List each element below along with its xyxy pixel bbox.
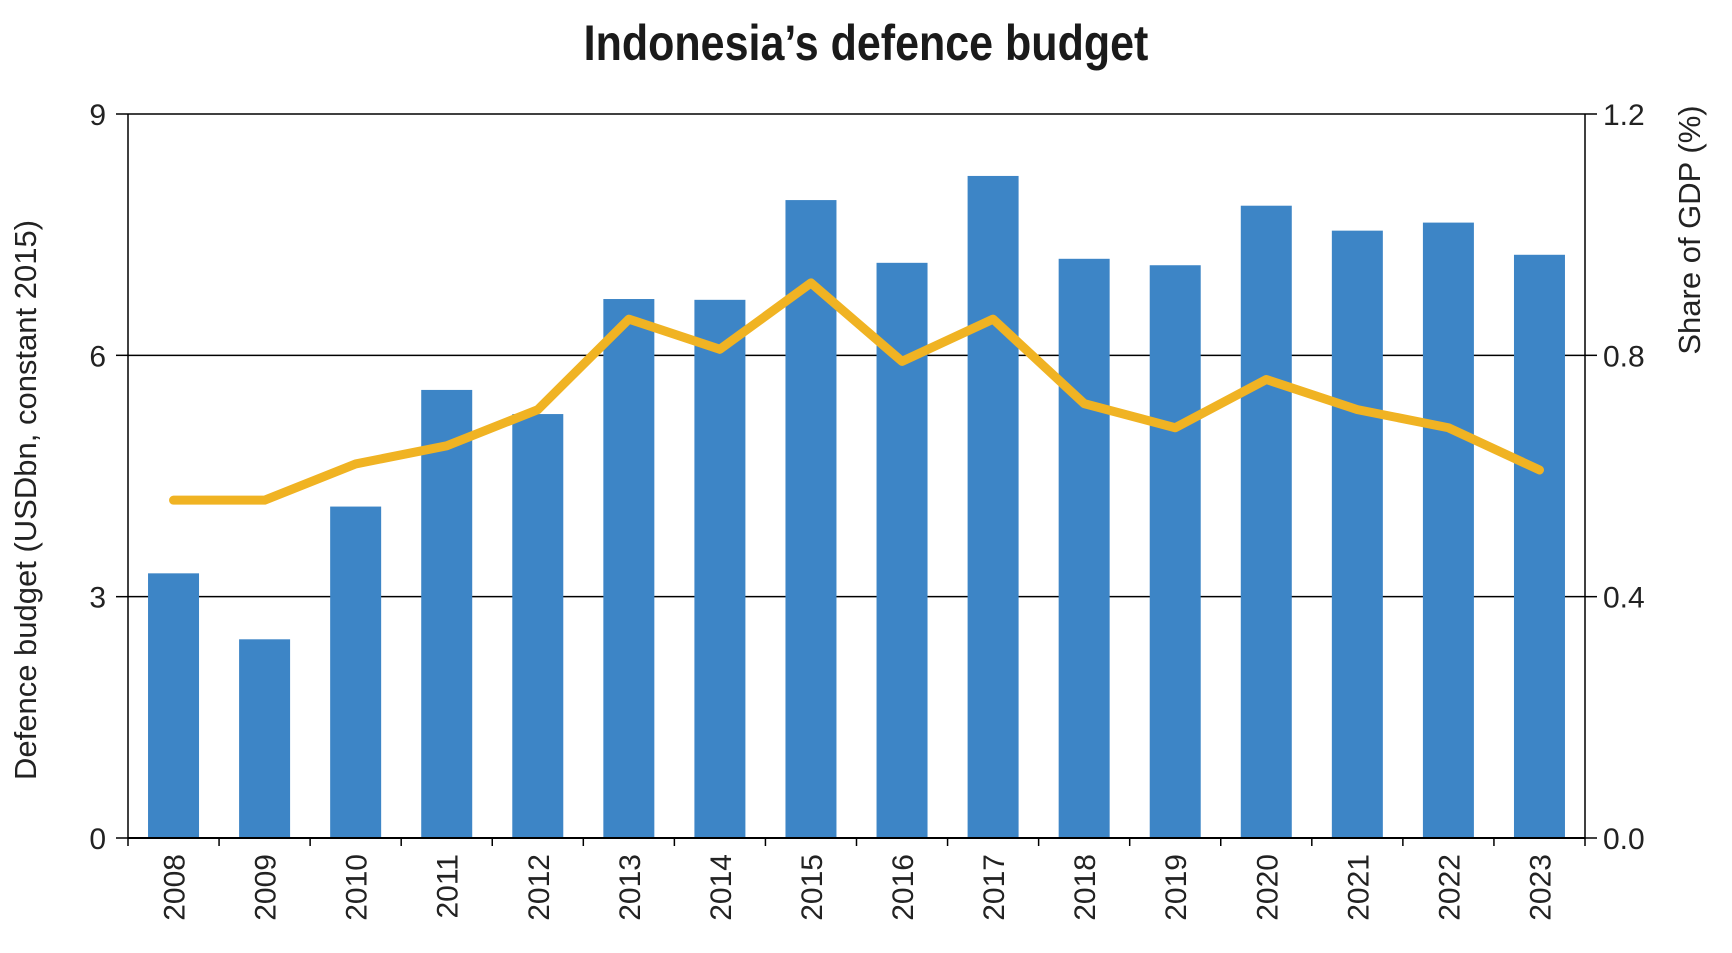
- bar-series: [148, 175, 1565, 839]
- bar: [512, 414, 564, 838]
- chart-title: Indonesia’s defence budget: [583, 15, 1149, 71]
- bar: [785, 200, 837, 838]
- y-tick-label: 3: [89, 582, 106, 615]
- y2-tick-label: 0.4: [1603, 582, 1645, 615]
- y2-tick-label: 0.0: [1603, 823, 1645, 856]
- y2-tick-label: 1.2: [1603, 99, 1645, 132]
- y-tick-label: 0: [89, 823, 106, 856]
- bar: [1331, 230, 1383, 839]
- bar: [239, 639, 291, 838]
- y2-axis-label: Share of GDP (%): [1672, 105, 1707, 354]
- bar: [1422, 222, 1474, 839]
- y-axis-label: Defence budget (USDbn, constant 2015): [8, 220, 43, 780]
- x-tick-label: 2010: [341, 854, 374, 921]
- line-series: [169, 278, 1544, 505]
- x-tick-label: 2008: [159, 854, 192, 921]
- bar: [421, 389, 473, 838]
- bar: [1513, 254, 1565, 838]
- bar: [1058, 258, 1110, 838]
- line-gdp-share: [169, 278, 1544, 505]
- bar: [967, 175, 1019, 839]
- bar: [1240, 205, 1292, 838]
- x-tick-label: 2016: [887, 854, 920, 921]
- x-tick-label: 2022: [1433, 854, 1466, 921]
- x-tick-label: 2018: [1069, 854, 1102, 921]
- x-tick-label: 2023: [1524, 854, 1557, 921]
- x-tick-label: 2021: [1342, 854, 1375, 921]
- x-tick-label: 2017: [978, 854, 1011, 921]
- x-tick-label: 2009: [250, 854, 283, 921]
- x-tick-label: 2014: [705, 854, 738, 921]
- bar: [148, 573, 200, 838]
- x-tick-label: 2015: [796, 854, 829, 921]
- bar: [603, 299, 655, 838]
- x-tick-label: 2013: [614, 854, 647, 921]
- x-tick-label: 2012: [523, 854, 556, 921]
- x-tick-label: 2019: [1160, 854, 1193, 921]
- axes: [116, 113, 1597, 846]
- bar: [330, 506, 382, 838]
- y-tick-label: 9: [89, 99, 106, 132]
- bar: [694, 299, 746, 838]
- bar: [1149, 265, 1201, 838]
- x-tick-label: 2011: [432, 854, 465, 919]
- y2-tick-label: 0.8: [1603, 340, 1645, 373]
- tick-labels: 0 3 6 9 0.0 0.4 0.8 1.2 2008 2009 2010 2011 2012 2013…: [89, 99, 1644, 921]
- x-tick-label: 2020: [1251, 854, 1284, 921]
- y-tick-label: 6: [89, 340, 106, 373]
